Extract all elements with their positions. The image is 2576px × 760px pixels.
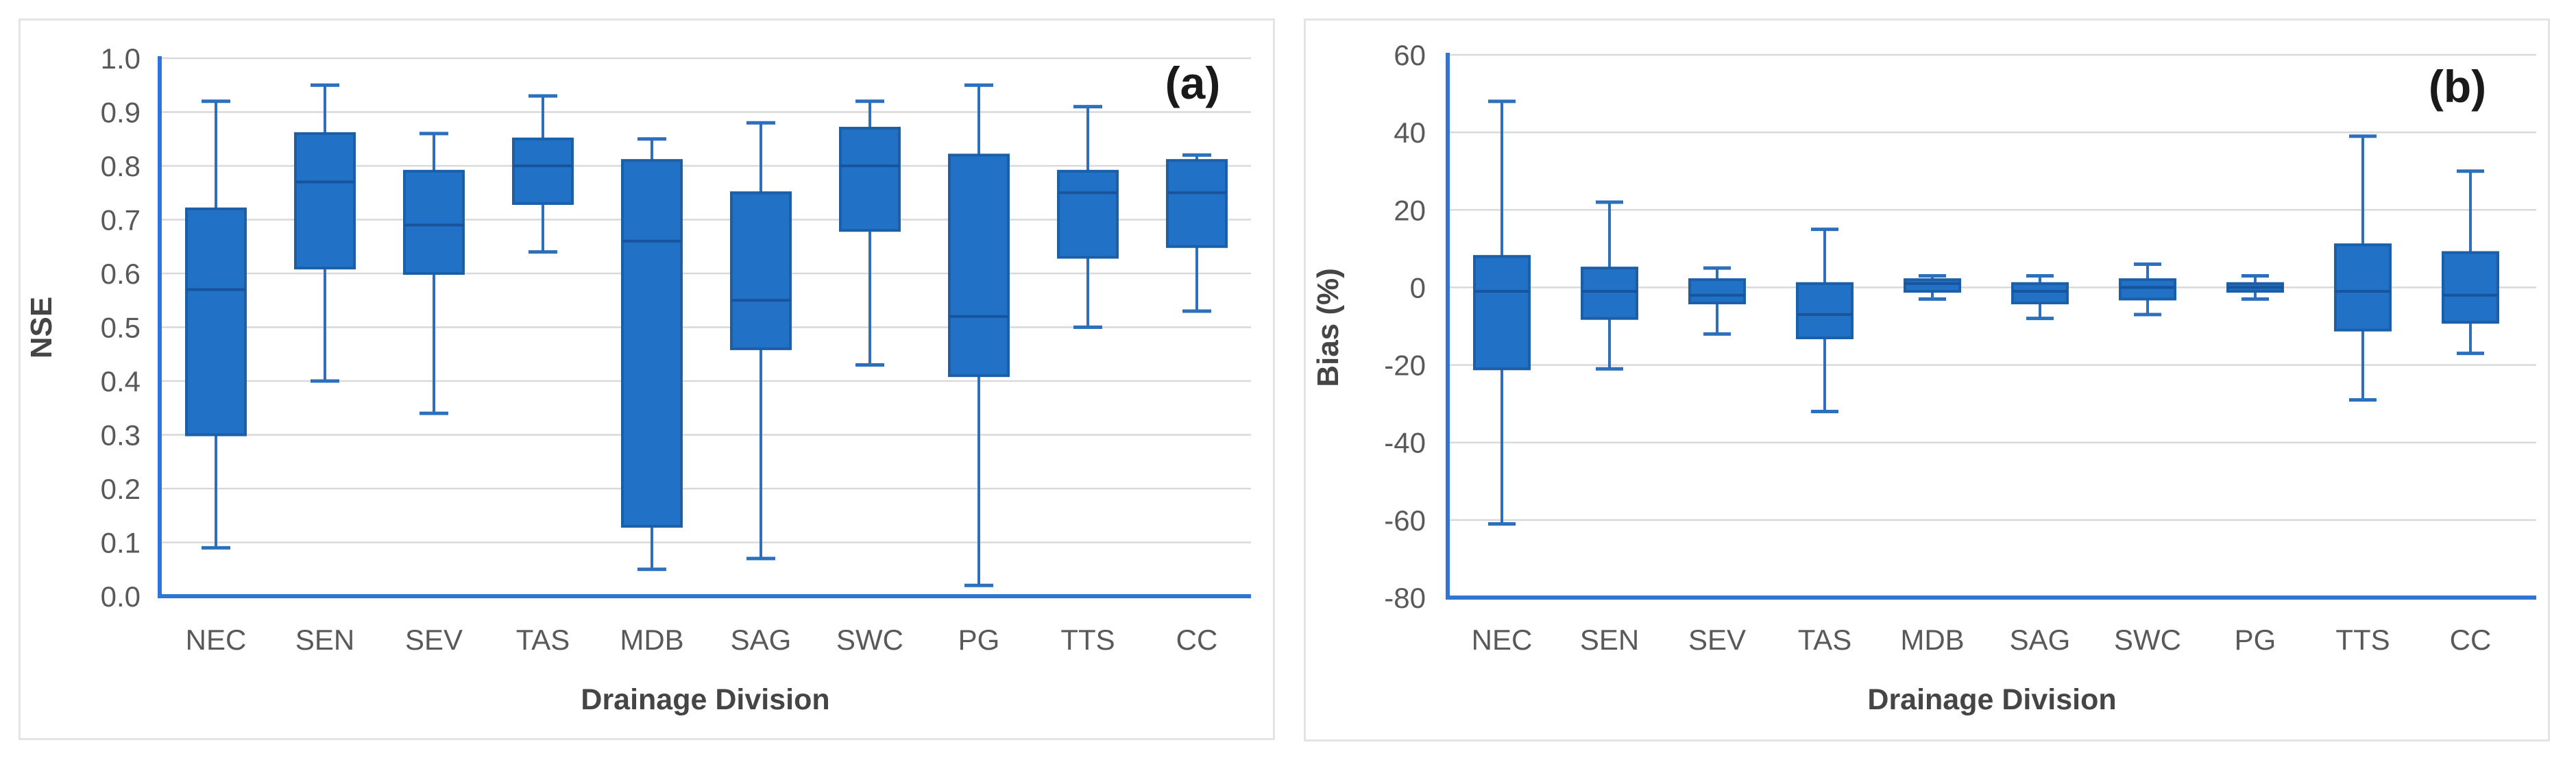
iqr-box xyxy=(512,137,574,205)
y-tick-label: 60 xyxy=(1394,39,1426,71)
iqr-box xyxy=(1166,159,1228,248)
y-axis-title: NSE xyxy=(25,297,58,358)
box-TAS: TAS xyxy=(1796,228,1854,656)
iqr-box xyxy=(730,191,792,350)
iqr-box xyxy=(1581,267,1638,320)
x-category-label: MDB xyxy=(620,624,683,656)
box-NEC: NEC xyxy=(185,99,247,656)
y-tick-label: 0.4 xyxy=(101,365,141,397)
y-tick-label: -60 xyxy=(1384,504,1426,537)
x-category-label: SEV xyxy=(405,624,463,656)
box-SAG: SAG xyxy=(730,121,792,656)
panel-a-nse-chart: 1.0 0.9 0.8 0.7 0.6 0.5 0.4 0.3 0.2 0.1 0.0 NEC SEN S… xyxy=(19,19,1275,740)
y-tick-label: -20 xyxy=(1384,350,1426,382)
iqr-box xyxy=(621,159,683,528)
x-category-label: TTS xyxy=(1060,624,1115,656)
x-category-label: MDB xyxy=(1900,624,1964,656)
iqr-box xyxy=(1057,169,1119,259)
y-tick-label: 0.5 xyxy=(101,312,141,344)
panel-b-bias-chart: 60 40 20 0 -20 -40 -60 -80 NEC SEN SEV TAS MDB SAG SWC… xyxy=(1304,19,2550,741)
x-category-label: PG xyxy=(958,624,1000,656)
y-tick-label: 0.7 xyxy=(101,204,141,236)
y-tick-label: 20 xyxy=(1394,194,1426,226)
box-TTS: TTS xyxy=(2334,134,2392,656)
iqr-box xyxy=(2334,243,2392,332)
iqr-box xyxy=(1904,278,1961,293)
panel-letter-label: (a) xyxy=(1165,58,1221,108)
iqr-box xyxy=(1688,278,1746,305)
box-PG: PG xyxy=(948,83,1010,656)
x-category-label: PG xyxy=(2235,624,2276,656)
x-category-label: SEN xyxy=(295,624,354,656)
x-category-label: NEC xyxy=(186,624,247,656)
box-TAS: TAS xyxy=(512,94,574,656)
box-SAG: SAG xyxy=(2010,273,2071,656)
iqr-box xyxy=(1473,255,1531,371)
y-tick-label: 40 xyxy=(1394,117,1426,149)
box-TTS: TTS xyxy=(1057,105,1119,656)
x-category-label: TAS xyxy=(516,624,570,656)
iqr-box xyxy=(294,132,356,270)
y-tick-label: 0.8 xyxy=(101,150,141,182)
iqr-box xyxy=(1796,282,1854,339)
y-tick-label: 0.0 xyxy=(101,580,141,613)
x-category-label: SWC xyxy=(2114,624,2181,656)
y-tick-label: 0 xyxy=(1410,271,1426,304)
box-CC: CC xyxy=(2442,169,2499,656)
x-axis-title: Drainage Division xyxy=(1867,683,2116,716)
x-category-label: SEV xyxy=(1688,624,1746,656)
box-SEN: SEN xyxy=(294,83,356,656)
y-tick-label: 0.9 xyxy=(101,97,141,129)
nse-boxplot-chart: 1.0 0.9 0.8 0.7 0.6 0.5 0.4 0.3 0.2 0.1 0.0 NEC SEN S… xyxy=(25,42,1251,716)
bias-boxplot-chart: 60 40 20 0 -20 -40 -60 -80 NEC SEN SEV TAS MDB SAG SWC… xyxy=(1311,39,2536,716)
x-category-label: SWC xyxy=(836,624,903,656)
iqr-box xyxy=(839,127,901,232)
y-tick-label: 0.2 xyxy=(101,473,141,505)
x-category-label: SEN xyxy=(1580,624,1639,656)
box-MDB: MDB xyxy=(1900,273,1965,656)
iqr-box xyxy=(185,207,247,437)
box-SWC: SWC xyxy=(2114,262,2181,656)
box-SWC: SWC xyxy=(836,99,903,656)
y-axis-title: Bias (%) xyxy=(1311,268,1345,387)
x-category-label: TAS xyxy=(1798,624,1852,656)
x-category-label: CC xyxy=(2450,624,2492,656)
y-tick-label: 0.1 xyxy=(101,527,141,559)
y-tick-label: -40 xyxy=(1384,427,1426,459)
iqr-box xyxy=(2011,282,2069,305)
x-category-label: TTS xyxy=(2335,624,2390,656)
box-SEN: SEN xyxy=(1580,200,1639,656)
iqr-box xyxy=(403,169,465,275)
y-tick-label: 0.6 xyxy=(101,258,141,290)
x-category-label: CC xyxy=(1176,624,1218,656)
y-tick-label: 0.3 xyxy=(101,419,141,452)
y-tick-label: 1.0 xyxy=(101,42,141,75)
box-SEV: SEV xyxy=(403,132,465,656)
iqr-box xyxy=(2119,278,2176,301)
x-category-label: NEC xyxy=(1472,624,1533,656)
box-CC: CC xyxy=(1166,153,1228,656)
panel-letter-label: (b) xyxy=(2429,61,2486,112)
box-SEV: SEV xyxy=(1688,266,1746,656)
x-category-label: SAG xyxy=(731,624,792,656)
iqr-box xyxy=(2442,251,2499,324)
box-NEC: NEC xyxy=(1472,99,1533,656)
iqr-box xyxy=(948,154,1010,378)
box-MDB: MDB xyxy=(620,137,684,656)
box-PG: PG xyxy=(2226,273,2284,656)
x-axis-title: Drainage Division xyxy=(581,683,829,716)
y-tick-label: -80 xyxy=(1384,582,1426,614)
x-category-label: SAG xyxy=(2010,624,2071,656)
